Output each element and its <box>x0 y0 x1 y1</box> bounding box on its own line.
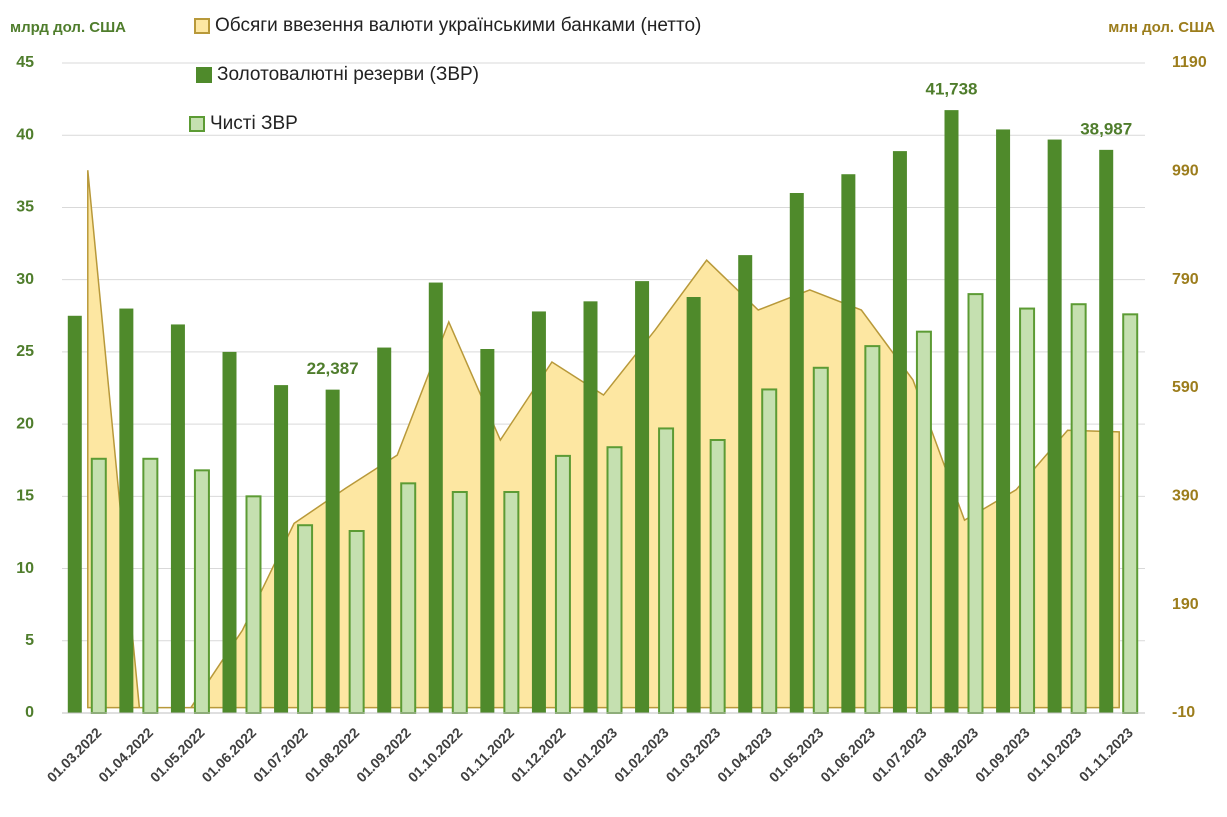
bar <box>738 255 753 713</box>
bar <box>761 388 778 714</box>
x-tick-label: 01.07.2022 <box>250 724 311 785</box>
bar <box>377 347 392 713</box>
x-tick-label: 01.01.2023 <box>559 724 620 785</box>
y-axis-label: млрд дол. США <box>10 19 126 36</box>
x-tick-label: 01.02.2023 <box>611 724 672 785</box>
bar <box>222 351 237 713</box>
x-tick-label: 01.06.2023 <box>817 724 878 785</box>
bar <box>812 366 829 714</box>
bar <box>428 282 443 713</box>
y-tick-label: 20 <box>16 415 34 432</box>
x-tick-label: 01.12.2022 <box>508 724 569 785</box>
bar <box>1099 149 1114 714</box>
y2-tick-label: 190 <box>1172 596 1199 613</box>
bar <box>841 174 856 713</box>
x-tick-label: 01.08.2022 <box>302 724 363 785</box>
y2-tick-label: 590 <box>1172 379 1199 396</box>
bar <box>967 293 984 714</box>
data-label: 41,738 <box>926 80 978 99</box>
bar <box>864 345 881 714</box>
x-tick-label: 01.08.2023 <box>920 724 981 785</box>
bar <box>400 482 417 715</box>
bar <box>554 454 571 714</box>
bar <box>297 524 314 714</box>
bar <box>451 491 468 714</box>
y2-tick-label: -10 <box>1172 704 1195 721</box>
bar <box>892 151 907 714</box>
y-tick-label: 5 <box>25 632 34 649</box>
bar <box>1047 139 1062 714</box>
bar <box>170 324 185 713</box>
x-tick-label: 01.10.2022 <box>405 724 466 785</box>
bar <box>348 530 365 714</box>
bar <box>531 311 546 713</box>
x-tick-label: 01.03.2023 <box>663 724 724 785</box>
x-tick-label: 01.10.2023 <box>1024 724 1085 785</box>
bar <box>90 457 107 714</box>
bar <box>1122 313 1139 714</box>
x-tick-label: 01.05.2023 <box>766 724 827 785</box>
bar <box>245 495 262 715</box>
x-tick-label: 01.05.2022 <box>147 724 208 785</box>
legend-swatch <box>189 116 205 132</box>
bar <box>119 308 134 713</box>
y-tick-label: 35 <box>16 199 34 216</box>
y-tick-label: 25 <box>16 343 34 360</box>
y-tick-label: 30 <box>16 271 34 288</box>
legend-label: Золотовалютні резерви (ЗВР) <box>217 64 479 85</box>
bar <box>996 129 1011 713</box>
bar <box>686 297 701 713</box>
x-tick-label: 01.09.2023 <box>972 724 1033 785</box>
bar <box>67 315 82 713</box>
bar <box>789 193 804 713</box>
y-tick-label: 15 <box>16 488 34 505</box>
data-label: 38,987 <box>1080 119 1132 138</box>
legend-label: Обсяги ввезення валюти українськими банк… <box>215 15 701 36</box>
x-tick-label: 01.09.2022 <box>353 724 414 785</box>
legend-swatch <box>194 18 210 34</box>
y2-tick-label: 990 <box>1172 163 1199 180</box>
x-tick-label: 01.04.2023 <box>714 724 775 785</box>
bar <box>635 281 650 713</box>
bar <box>325 389 340 713</box>
x-tick-label: 01.03.2022 <box>44 724 105 785</box>
area <box>87 170 1120 709</box>
bar <box>193 469 210 715</box>
legend-swatch <box>196 67 212 83</box>
bar <box>503 491 520 714</box>
y2-tick-label: 1190 <box>1172 54 1207 71</box>
y2-tick-label: 790 <box>1172 271 1199 288</box>
x-tick-label: 01.04.2022 <box>95 724 156 785</box>
bar <box>658 427 675 714</box>
y-tick-label: 0 <box>25 704 34 721</box>
bar <box>1070 303 1087 714</box>
legend-label: Чисті ЗВР <box>210 113 298 134</box>
x-tick-label: 01.11.2023 <box>1076 724 1136 784</box>
bar <box>274 385 289 713</box>
y2-tick-label: 390 <box>1172 488 1199 505</box>
bar <box>709 439 726 714</box>
bar <box>944 110 959 713</box>
y-tick-label: 45 <box>16 54 34 71</box>
bar <box>142 457 159 714</box>
bar <box>1019 307 1036 714</box>
y2-axis-label: млн дол. США <box>1108 19 1215 36</box>
bar <box>606 446 623 714</box>
x-tick-label: 01.06.2022 <box>198 724 259 785</box>
y-tick-label: 40 <box>16 126 34 143</box>
bar <box>915 330 932 714</box>
data-label: 22,387 <box>307 359 359 378</box>
bar <box>480 349 495 713</box>
x-tick-label: 01.07.2023 <box>869 724 930 785</box>
y-tick-label: 10 <box>16 560 34 577</box>
bar <box>583 301 598 713</box>
